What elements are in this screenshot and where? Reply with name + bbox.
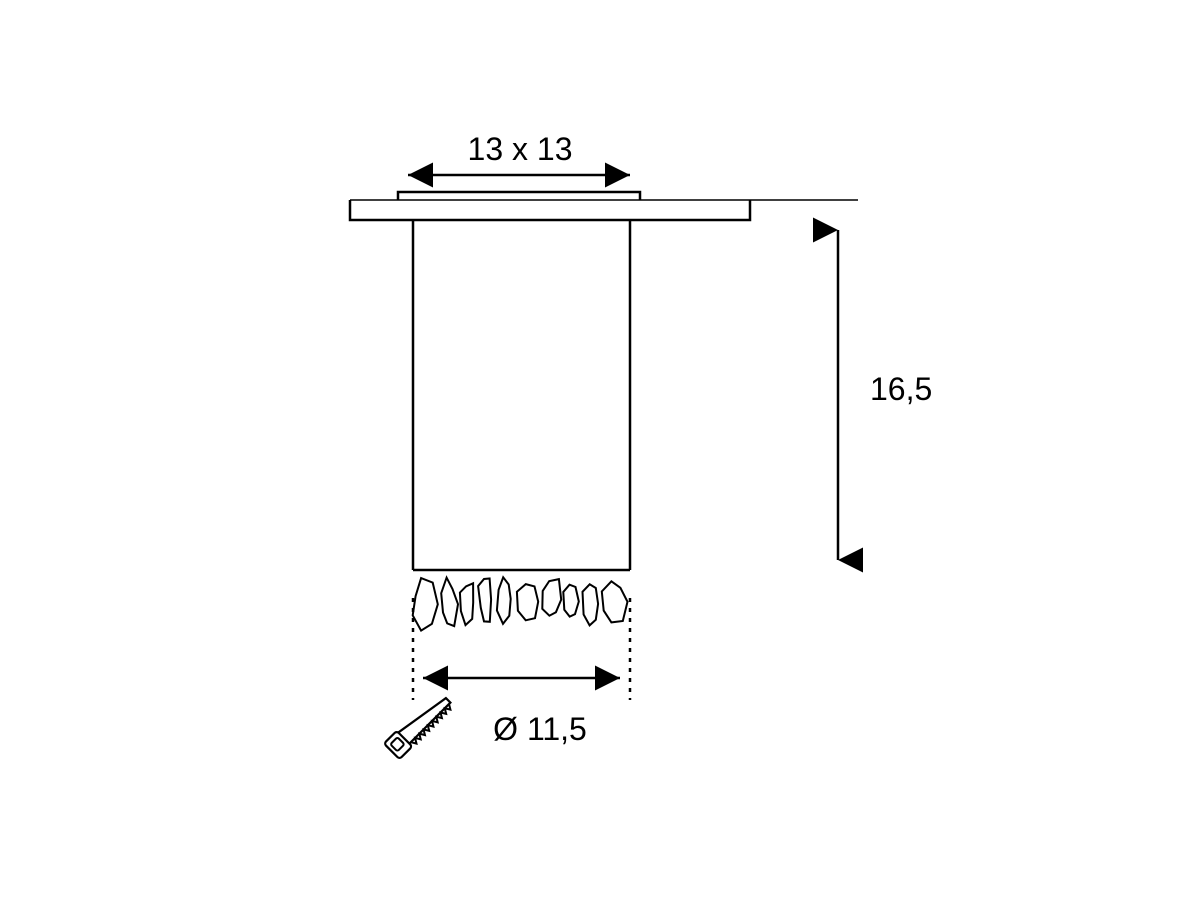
gravel-bed <box>413 577 628 630</box>
dimension-side <box>750 200 858 560</box>
saw-icon <box>384 690 454 760</box>
technical-drawing: 13 x 13 16,5 Ø 11,5 <box>0 0 1200 900</box>
flange-plate <box>350 192 750 220</box>
dimension-side-label: 16,5 <box>870 371 932 407</box>
dimension-top-label: 13 x 13 <box>468 131 573 167</box>
fixture-body <box>413 220 630 570</box>
dimension-bottom-label: Ø 11,5 <box>493 711 587 747</box>
